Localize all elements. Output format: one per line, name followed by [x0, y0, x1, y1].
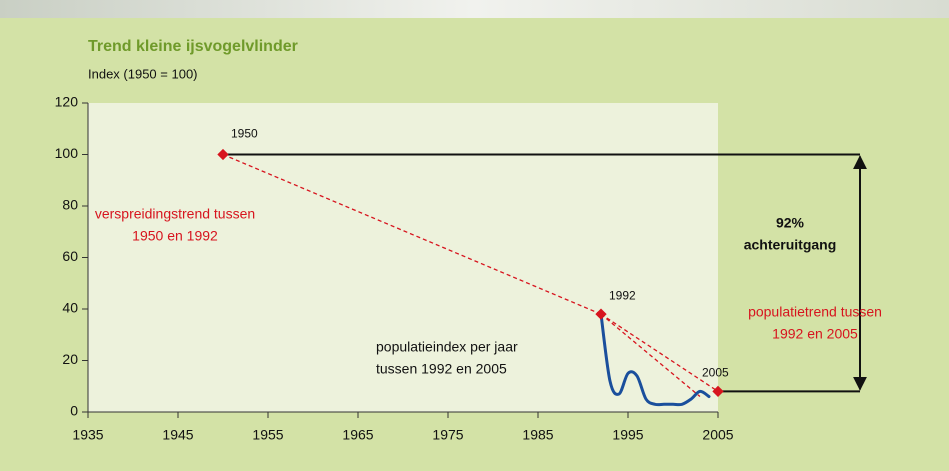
x-tick-label: 2005: [702, 427, 733, 443]
top-strip: [0, 0, 949, 18]
series-line: [599, 312, 711, 407]
x-tick-label: 1985: [522, 427, 553, 443]
y-tick-label: 0: [70, 403, 78, 419]
annotation: 1992 en 2005: [772, 326, 858, 342]
y-tick-label: 80: [62, 197, 78, 213]
annotation: populatieindex per jaar: [376, 339, 518, 355]
point-label: 2005: [702, 366, 729, 380]
key-point: [595, 308, 607, 320]
trend-line: [600, 313, 719, 392]
x-tick-label: 1975: [432, 427, 463, 443]
y-tick-label: 20: [62, 351, 78, 367]
annotation: verspreidingstrend tussen: [95, 206, 255, 222]
annotation: achteruitgang: [744, 237, 837, 253]
annotation: 92%: [776, 215, 805, 231]
x-tick-label: 1945: [162, 427, 193, 443]
point-label: 1950: [231, 127, 258, 141]
annotation: populatietrend tussen: [748, 304, 882, 320]
point-label: 1992: [609, 288, 636, 302]
y-tick-label: 60: [62, 248, 78, 264]
y-tick-label: 120: [55, 94, 79, 110]
y-tick-label: 100: [55, 145, 79, 161]
x-tick-label: 1955: [252, 427, 283, 443]
x-tick-label: 1965: [342, 427, 373, 443]
x-tick-label: 1995: [612, 427, 643, 443]
trend-line: [600, 313, 701, 398]
y-tick-label: 40: [62, 300, 78, 316]
y-axis-label: Index (1950 = 100): [88, 66, 198, 81]
x-tick-label: 1935: [72, 427, 103, 443]
key-point: [712, 385, 724, 398]
annotation: tussen 1992 en 2005: [376, 361, 507, 377]
key-point: [217, 148, 229, 161]
trend-line: [222, 153, 602, 315]
annotation: 1950 en 1992: [132, 228, 218, 244]
chart-title: Trend kleine ijsvogelvlinder: [88, 38, 298, 55]
